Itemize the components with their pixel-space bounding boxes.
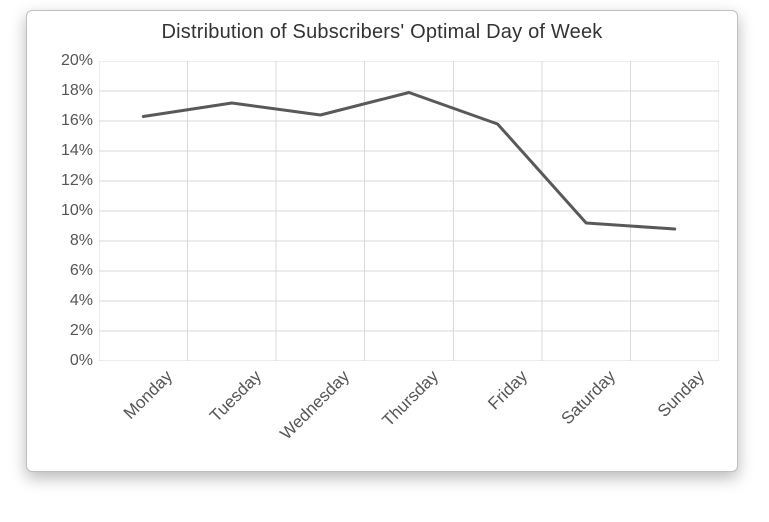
- x-tick-label: Monday: [22, 367, 178, 522]
- x-tick-label: Wednesday: [199, 367, 355, 522]
- x-tick-label: Thursday: [287, 367, 443, 522]
- data-line: [143, 93, 674, 230]
- y-tick-label: 2%: [70, 322, 99, 340]
- y-tick-label: 18%: [61, 82, 99, 100]
- y-tick-label: 0%: [70, 352, 99, 370]
- chart-card: Distribution of Subscribers' Optimal Day…: [26, 10, 738, 472]
- y-tick-label: 14%: [61, 142, 99, 160]
- x-tick-label: Saturday: [464, 367, 620, 522]
- x-tick-label: Tuesday: [110, 367, 266, 522]
- chart-svg: [99, 61, 719, 361]
- chart-title: Distribution of Subscribers' Optimal Day…: [27, 21, 737, 44]
- y-tick-label: 8%: [70, 232, 99, 250]
- x-tick-label: Friday: [376, 367, 532, 522]
- y-tick-label: 12%: [61, 172, 99, 190]
- y-tick-label: 16%: [61, 112, 99, 130]
- x-tick-label: Sunday: [553, 367, 709, 522]
- plot-area: 0%2%4%6%8%10%12%14%16%18%20%MondayTuesda…: [99, 61, 719, 361]
- line-series: [143, 93, 674, 230]
- gridlines: [99, 61, 719, 361]
- y-tick-label: 10%: [61, 202, 99, 220]
- y-tick-label: 6%: [70, 262, 99, 280]
- y-tick-label: 4%: [70, 292, 99, 310]
- y-tick-label: 20%: [61, 52, 99, 70]
